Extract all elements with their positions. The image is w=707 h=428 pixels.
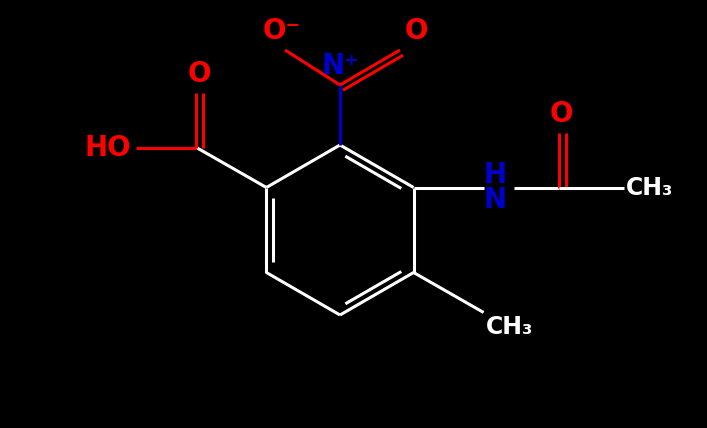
Text: O: O bbox=[187, 59, 211, 87]
Text: CH₃: CH₃ bbox=[486, 315, 533, 339]
Text: O: O bbox=[405, 17, 428, 45]
Text: O: O bbox=[550, 99, 573, 128]
Text: O⁻: O⁻ bbox=[263, 17, 301, 45]
Text: H
N: H N bbox=[484, 160, 507, 214]
Text: CH₃: CH₃ bbox=[626, 175, 673, 199]
Text: N⁺: N⁺ bbox=[321, 52, 359, 80]
Text: HO: HO bbox=[85, 134, 132, 161]
